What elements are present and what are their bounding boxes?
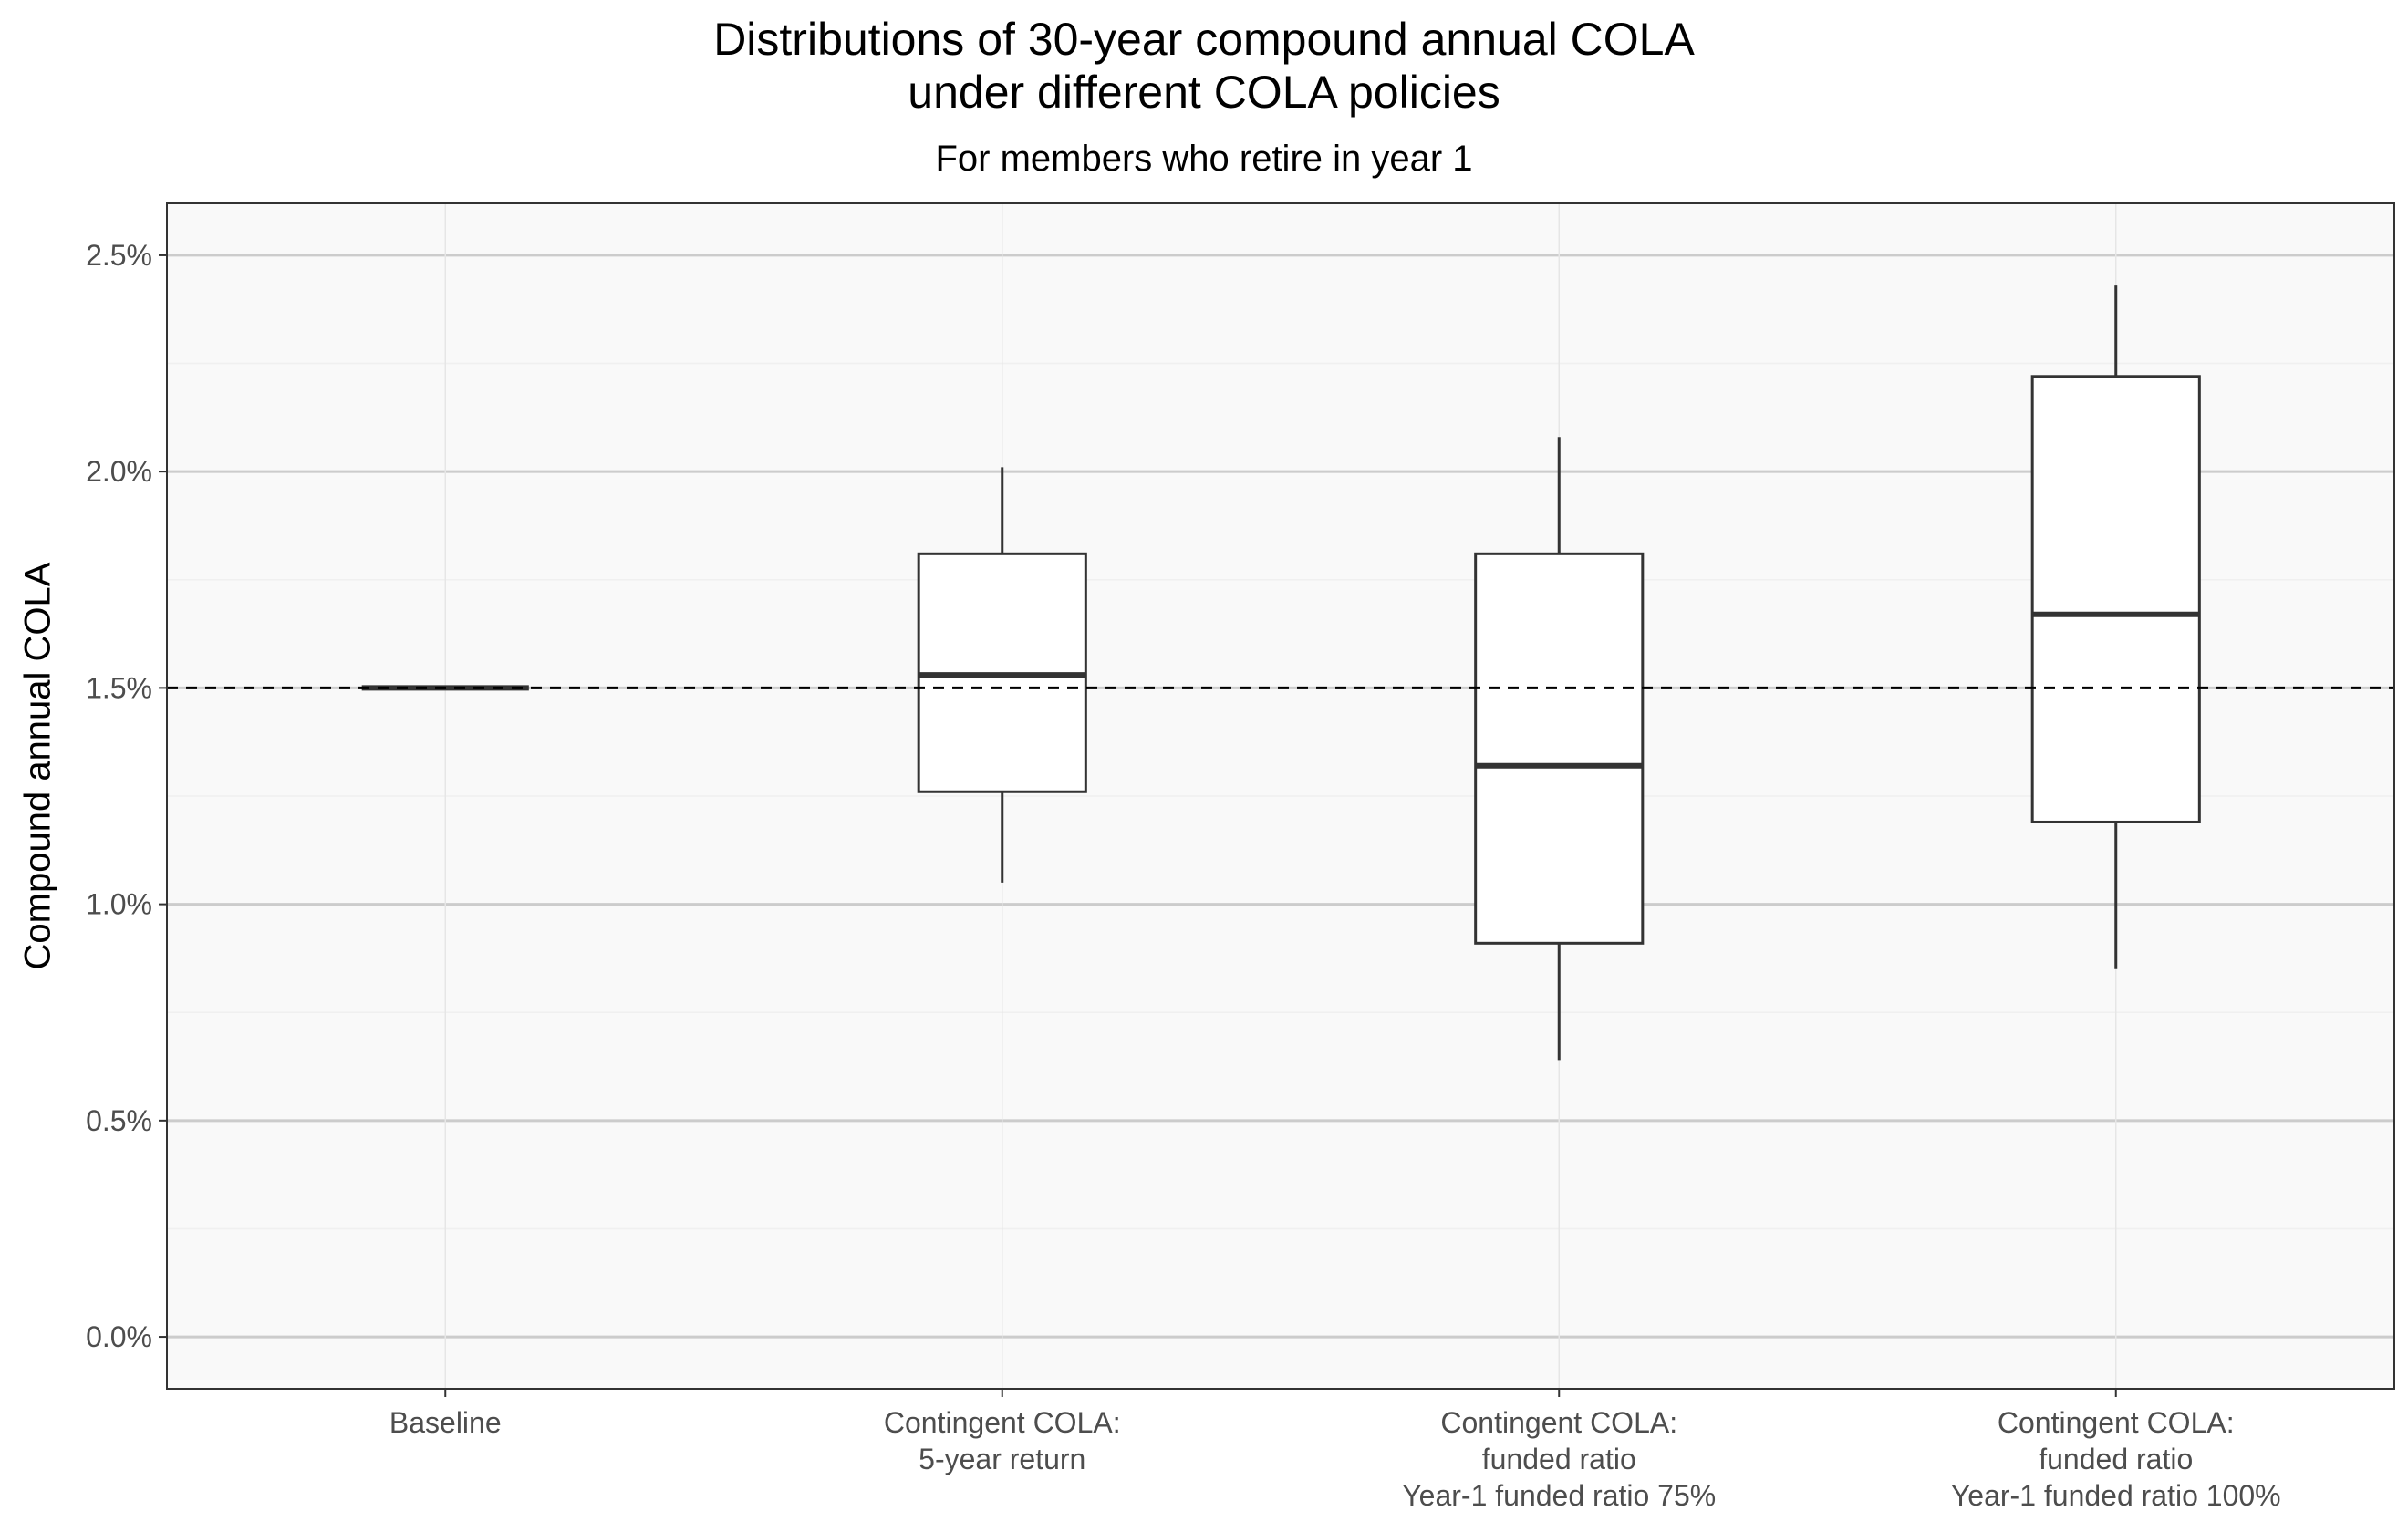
chart-title-line-1: Distributions of 30-year compound annual… [713, 14, 1695, 65]
x-tick-label-line: Year-1 funded ratio 100% [1951, 1479, 2281, 1512]
x-tick-label-line: Contingent COLA: [1440, 1406, 1677, 1439]
y-tick-label: 1.0% [86, 888, 152, 921]
x-tick-label: Contingent COLA: funded ratio Year-1 funde… [1951, 1406, 2281, 1512]
chart-title-line-2: under different COLA policies [908, 67, 1500, 118]
y-gridlines [167, 254, 2394, 1339]
chart-subtitle: For members who retire in year 1 [935, 139, 1473, 179]
y-tick-label: 1.5% [86, 671, 152, 704]
x-tick-label-line: funded ratio [1482, 1443, 1636, 1475]
iqr-box [2030, 375, 2201, 823]
y-tick-label: 0.0% [86, 1320, 152, 1353]
x-tick-label: Contingent COLA: 5-year return [884, 1406, 1121, 1475]
iqr-box [1474, 552, 1645, 945]
x-tick-label-line: 5-year return [919, 1443, 1085, 1475]
x-tick-label: Baseline [389, 1406, 502, 1439]
y-tick-label: 2.5% [86, 239, 152, 272]
box-2 [917, 467, 1087, 883]
y-tick-label: 0.5% [86, 1104, 152, 1137]
box-3 [1474, 437, 1645, 1061]
x-tick-label-line: Year-1 funded ratio 75% [1402, 1479, 1716, 1512]
x-tick-label-line: Contingent COLA: [884, 1406, 1121, 1439]
chart-title: Distributions of 30-year compound annual… [0, 13, 2408, 119]
y-tick-label: 2.0% [86, 455, 152, 488]
x-tick-label-line: funded ratio [2039, 1443, 2193, 1475]
x-tick-label: Contingent COLA: funded ratio Year-1 funde… [1402, 1406, 1716, 1512]
x-tick-label-line: Baseline [389, 1406, 502, 1439]
plot-border [166, 202, 2395, 1390]
box-4 [2030, 285, 2201, 969]
x-tick-label-line: Contingent COLA: [1998, 1406, 2235, 1439]
boxes [361, 285, 2201, 1061]
y-axis-ticks: 0.0% 0.5% 1.0% 1.5% 2.0% 2.5% [86, 239, 167, 1353]
x-axis-ticks: Baseline Contingent COLA: 5-year returnCon… [389, 1389, 2281, 1512]
